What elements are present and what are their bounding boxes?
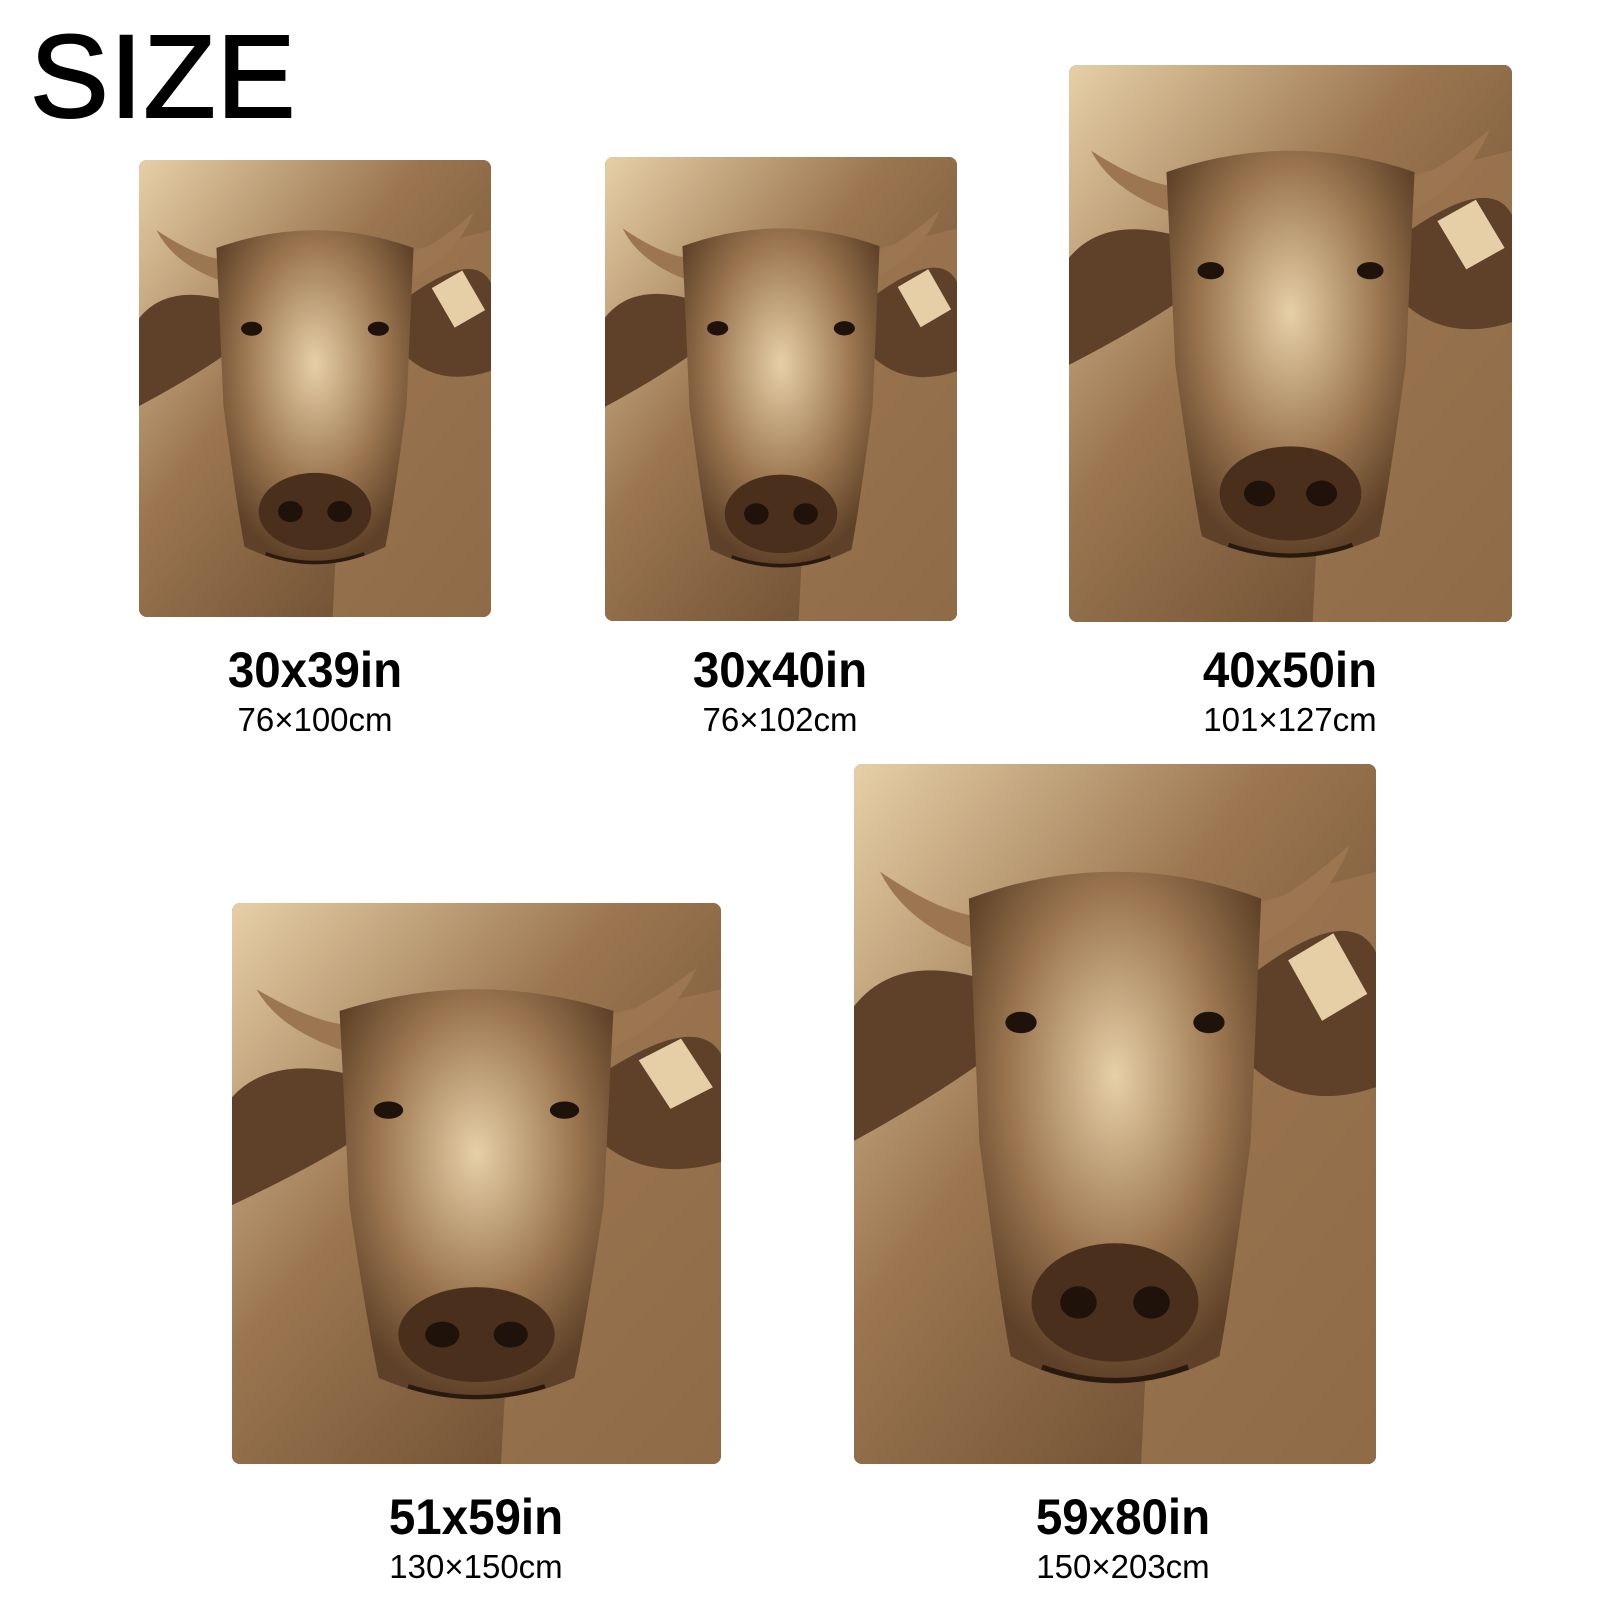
cow-image [854, 764, 1376, 1464]
nose [398, 1287, 555, 1383]
cow-image [1069, 65, 1512, 622]
photo-size-5 [854, 764, 1376, 1464]
photo-size-4 [232, 903, 721, 1464]
size-label-3: 40x50in 101×127cm [1090, 645, 1490, 736]
horn-left [256, 989, 369, 1055]
ear-tag [638, 1038, 713, 1109]
photo-size-3 [1069, 65, 1512, 622]
size-cm: 76×102cm [702, 701, 858, 738]
horn-left [622, 228, 704, 282]
ear-left [854, 970, 985, 1141]
size-cm: 130×150cm [389, 1548, 563, 1585]
size-inches: 30x39in [227, 642, 403, 698]
nose [724, 474, 838, 554]
size-inches: 30x40in [692, 642, 868, 698]
ear-left [232, 1068, 355, 1206]
nose [258, 472, 372, 551]
size-cm: 150×203cm [1036, 1548, 1210, 1585]
cow-image [232, 903, 721, 1464]
size-inches: 40x50in [1202, 642, 1378, 698]
ear-left [605, 293, 693, 407]
horn-left [880, 871, 1001, 953]
horn-left [156, 230, 238, 284]
photo-size-2 [605, 157, 957, 621]
nose [1219, 446, 1362, 541]
ear-tag [1288, 933, 1368, 1021]
ear-tag [431, 270, 486, 328]
size-label-2: 30x40in 76×102cm [580, 645, 980, 736]
size-cm: 76×100cm [237, 701, 393, 738]
nose [1031, 1243, 1199, 1362]
cow-image [605, 157, 957, 621]
size-label-5: 59x80in 150×203cm [923, 1492, 1323, 1583]
ear-left [1069, 229, 1180, 365]
size-inches: 51x59in [388, 1489, 564, 1545]
size-inches: 59x80in [1035, 1489, 1211, 1545]
horn-left [1091, 150, 1194, 215]
photo-size-1 [139, 160, 491, 617]
size-label-4: 51x59in 130×150cm [276, 1492, 676, 1583]
ear-tag [1437, 199, 1505, 270]
size-cm: 101×127cm [1203, 701, 1377, 738]
cow-image [139, 160, 491, 617]
page-title: SIZE [29, 11, 297, 143]
ear-tag [897, 269, 952, 328]
ear-left [139, 294, 227, 407]
size-label-1: 30x39in 76×100cm [115, 645, 515, 736]
